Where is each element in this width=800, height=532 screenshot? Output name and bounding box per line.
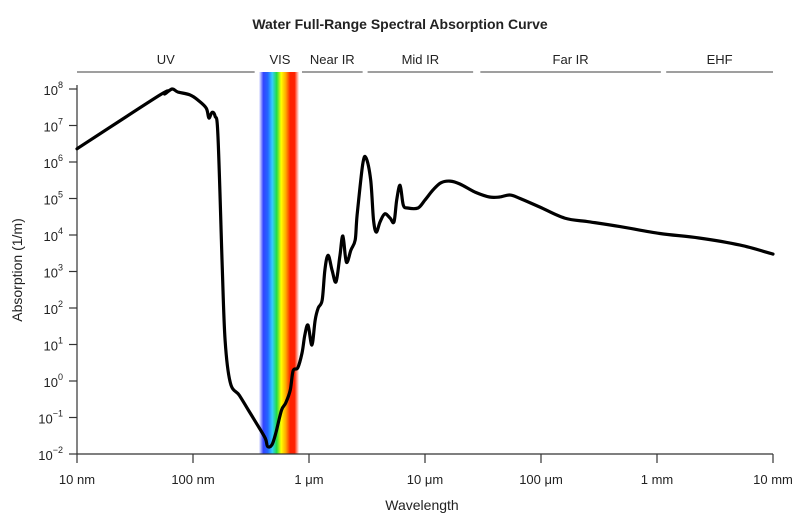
band-label: Near IR xyxy=(310,52,355,67)
band-label: UV xyxy=(157,52,175,67)
band-labels: UV VIS Near IR Mid IR Far IR EHF xyxy=(77,52,773,73)
x-tick-label: 10 nm xyxy=(59,472,95,487)
y-tick-label: 103 xyxy=(44,263,63,281)
band-label: VIS xyxy=(269,52,290,67)
y-tick-label: 105 xyxy=(44,190,63,208)
y-tick-label: 10−1 xyxy=(38,409,63,427)
x-tick-label: 1 mm xyxy=(641,472,674,487)
spectrum-band xyxy=(258,72,300,454)
visible-spectrum xyxy=(258,72,300,454)
x-tick-label: 100 nm xyxy=(171,472,214,487)
y-tick-label: 100 xyxy=(44,372,63,390)
band-label: Mid IR xyxy=(402,52,440,67)
y-tick-label: 104 xyxy=(44,226,63,244)
y-tick-label: 106 xyxy=(44,153,63,171)
y-tick-label: 102 xyxy=(44,299,63,317)
x-tick-label: 1 μm xyxy=(294,472,323,487)
series-line xyxy=(75,87,775,449)
y-tick-label: 10−2 xyxy=(38,445,63,463)
x-tick-label: 10 μm xyxy=(407,472,443,487)
axes: 10 nm 100 nm 1 μm 10 μm 100 μm 1 mm 10 mm 108 10… xyxy=(38,80,793,487)
x-tick-label: 100 μm xyxy=(519,472,563,487)
absorption-curve xyxy=(75,87,775,449)
band-label: Far IR xyxy=(553,52,589,67)
x-axis-label: Wavelength xyxy=(385,497,458,513)
y-axis-label: Absorption (1/m) xyxy=(9,218,25,321)
x-tick-label: 10 mm xyxy=(753,472,793,487)
y-tick-label: 108 xyxy=(44,80,63,98)
chart-title: Water Full-Range Spectral Absorption Cur… xyxy=(252,16,548,32)
y-tick-label: 107 xyxy=(44,117,63,135)
band-label: EHF xyxy=(707,52,733,67)
y-tick-label: 101 xyxy=(44,336,63,354)
